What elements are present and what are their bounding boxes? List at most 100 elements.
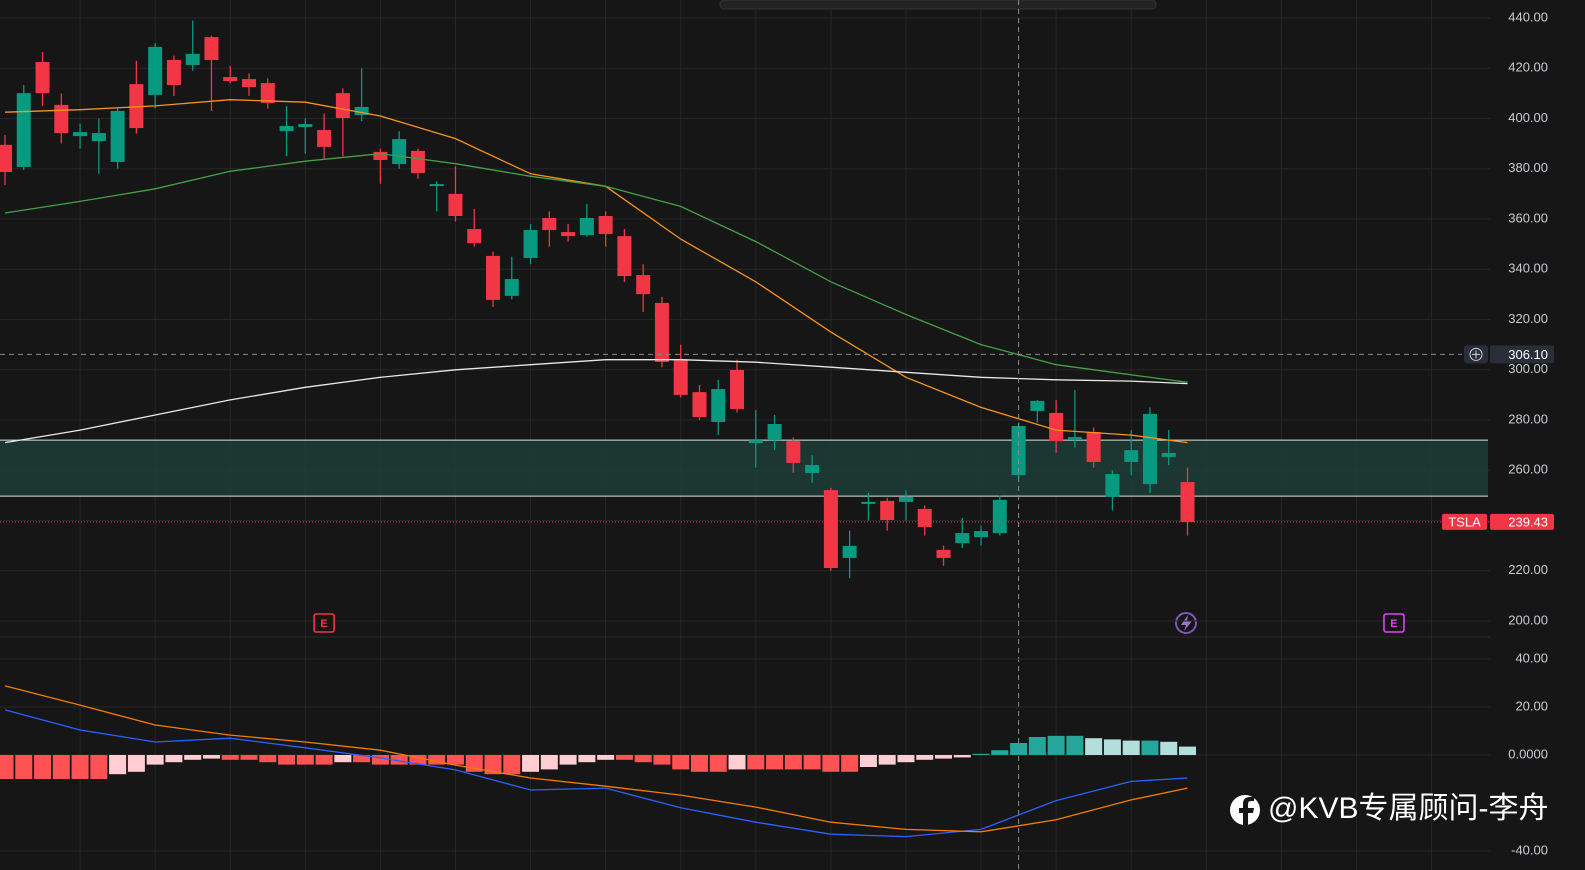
- y-tick-label: 420.00: [1508, 60, 1548, 75]
- y-tick-label: 260.00: [1508, 462, 1548, 477]
- y-tick-label: 20.00: [1515, 698, 1548, 713]
- macd-bar: [878, 755, 896, 765]
- macd-bar: [841, 755, 859, 772]
- candle-body: [692, 392, 707, 417]
- y-tick-label: 400.00: [1508, 110, 1548, 125]
- event-marker[interactable]: [313, 613, 335, 633]
- macd-bar: [972, 753, 990, 755]
- macd-bar: [653, 755, 671, 765]
- macd-bar: [184, 755, 202, 760]
- macd-bar: [615, 755, 633, 760]
- candle-body: [166, 59, 181, 86]
- macd-bar: [34, 755, 52, 779]
- macd-bar: [296, 755, 314, 765]
- y-tick-label: 280.00: [1508, 411, 1548, 426]
- symbol-tag: [1442, 513, 1487, 530]
- candle-body: [1067, 437, 1082, 440]
- macd-bar: [90, 755, 108, 779]
- candle-body: [861, 501, 876, 504]
- macd-bar: [559, 755, 577, 765]
- candle-body: [955, 533, 970, 544]
- candle-body: [54, 104, 69, 134]
- macd-bar: [1028, 737, 1046, 755]
- candle-body: [561, 232, 576, 237]
- macd-bar: [690, 755, 708, 772]
- candle-body: [1049, 412, 1064, 442]
- candle-body: [1161, 452, 1176, 457]
- macd-bar: [240, 755, 258, 760]
- macd-bar: [709, 755, 727, 772]
- macd-bar: [446, 755, 464, 765]
- macd-bar: [334, 755, 352, 763]
- y-tick-label: 40.00: [1515, 650, 1548, 665]
- candle-body: [148, 46, 163, 95]
- candle-body: [0, 144, 12, 173]
- candle-body: [448, 193, 463, 216]
- macd-bar: [409, 755, 427, 765]
- macd-bar: [540, 755, 558, 770]
- indicator-line: [4, 359, 1188, 444]
- macd-bar: [634, 755, 652, 763]
- macd-bar: [127, 755, 145, 772]
- macd-bar: [1122, 740, 1140, 755]
- macd-bar: [109, 755, 127, 775]
- macd-bar: [897, 755, 915, 763]
- event-label: E: [1390, 618, 1397, 630]
- macd-bar: [1179, 746, 1197, 755]
- candle-body: [486, 255, 501, 300]
- macd-bar: [766, 755, 784, 770]
- candle-body: [73, 132, 88, 137]
- macd-bar: [165, 755, 183, 763]
- y-tick-label: 0.0000: [1508, 746, 1548, 761]
- event-marker[interactable]: [1383, 613, 1405, 633]
- event-icon[interactable]: [1175, 612, 1197, 634]
- crosshair-plus: [1469, 347, 1483, 361]
- candle-body: [279, 126, 294, 132]
- macd-bar: [259, 755, 277, 763]
- macd-bar: [278, 755, 296, 765]
- candle-body: [91, 133, 106, 142]
- candle-body: [504, 279, 519, 296]
- candle-body: [1105, 474, 1120, 497]
- event-label: E: [320, 618, 327, 630]
- candle-body: [298, 124, 313, 128]
- candle-body: [654, 302, 669, 362]
- macd-bar: [503, 755, 521, 775]
- indicator-line: [4, 685, 1188, 833]
- y-tick-label: 320.00: [1508, 311, 1548, 326]
- y-tick-label: -40.00: [1511, 842, 1548, 857]
- macd-bar: [991, 750, 1009, 755]
- indicator-line: [4, 709, 1188, 838]
- candle-body: [936, 549, 951, 558]
- candle-body: [748, 440, 763, 444]
- macd-bar: [1085, 738, 1103, 755]
- candle-body: [730, 370, 745, 409]
- macd-bar: [597, 755, 615, 760]
- candle-body: [636, 275, 651, 295]
- toolbar[interactable]: [719, 0, 1157, 10]
- macd-bar: [0, 755, 14, 779]
- crosshair-plus-sign: [1472, 350, 1480, 359]
- candle-body: [223, 77, 238, 82]
- price-label: 239.43: [1508, 514, 1548, 529]
- macd-bar: [221, 755, 239, 760]
- candle-body: [786, 441, 801, 463]
- macd-bar: [953, 755, 971, 758]
- y-tick-label: 440.00: [1508, 9, 1548, 24]
- candle-body: [354, 106, 369, 115]
- macd-bar: [390, 755, 408, 765]
- macd-bar: [672, 755, 690, 770]
- y-tick-label: 340.00: [1508, 261, 1548, 276]
- crosshair-tag: [1490, 345, 1554, 364]
- y-tick-label: 360.00: [1508, 210, 1548, 225]
- candle-body: [392, 139, 407, 164]
- macd-bar: [859, 755, 877, 767]
- y-tick-label: 220.00: [1508, 562, 1548, 577]
- candle-body: [974, 531, 989, 538]
- macd-bar: [916, 755, 934, 760]
- candle-body: [335, 93, 350, 118]
- macd-bar: [15, 755, 33, 779]
- candle-body: [410, 150, 425, 174]
